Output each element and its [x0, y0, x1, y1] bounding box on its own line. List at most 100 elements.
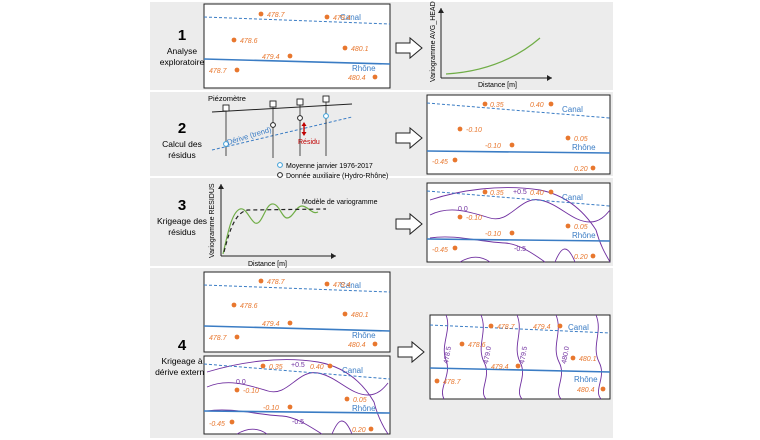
step-title-line: Krigeage des [157, 216, 207, 226]
legend-entry: Donnée auxiliaire (Hydro-Rhône) [286, 173, 388, 180]
step-4-title: 4 Krigeage à dérive externe [155, 337, 209, 377]
canal-label: Canal [340, 13, 361, 22]
model-label: Modèle de variogramme [302, 199, 378, 206]
residu-label: Résidu [298, 139, 320, 146]
residual-value: -0.10 [466, 127, 482, 134]
canal-label: Canal [568, 323, 589, 332]
residual-value: 0.05 [353, 397, 367, 404]
residual-value: 0.05 [574, 224, 588, 231]
variogram-xlabel: Distance [m] [248, 261, 287, 268]
residual-value: -0.10 [243, 388, 259, 395]
arrow-right-icon [395, 212, 423, 236]
canal-label: Canal [562, 193, 583, 202]
canal-label: Canal [562, 105, 583, 114]
residual-value: 0.35 [490, 190, 504, 197]
residual-value: -0.45 [432, 247, 448, 254]
contour-label: 0.0 [236, 379, 246, 386]
canal-label: Canal [342, 366, 363, 375]
head-value: 478.6 [240, 303, 258, 310]
head-value: 478.7 [267, 279, 286, 286]
residual-value: 0.40 [310, 364, 324, 371]
step-number: 1 [178, 27, 186, 44]
step-2-title: 2 Calcul des résidus [162, 120, 202, 160]
step-title-line: Krigeage à [161, 356, 202, 366]
contour-label: +0.5 [291, 362, 305, 369]
residual-value: 0.40 [530, 102, 544, 109]
map-residuals-step2: Canal Rhône 0.35 0.40 -0.10 0.05 -0.10 -… [426, 94, 611, 175]
residual-value: 0.40 [530, 190, 544, 197]
residual-value: -0.45 [432, 159, 448, 166]
contour-label: -0.5 [514, 246, 526, 253]
head-value: 479.4 [491, 364, 509, 371]
variogram-ylabel: Variogramme RESIDUS [209, 183, 216, 258]
rhone-label: Rhône [572, 231, 596, 240]
residual-value: 0.05 [574, 136, 588, 143]
head-value: 479.4 [333, 282, 351, 289]
head-value: 479.4 [533, 324, 551, 331]
contour-label: 479.0 [483, 346, 493, 365]
step-title-line: Analyse [167, 46, 198, 56]
rhone-label: Rhône [352, 64, 376, 73]
head-value: 478.7 [443, 379, 462, 386]
rhone-label: Rhône [572, 143, 596, 152]
canal-label: Canal [340, 281, 361, 290]
arrow-right-icon [395, 126, 423, 150]
step-title-line: Calcul des [162, 139, 202, 149]
head-value: 478.6 [240, 38, 258, 45]
residual-value: -0.10 [485, 231, 501, 238]
rhone-label: Rhône [352, 331, 376, 340]
arrow-right-icon [397, 340, 425, 364]
head-value: 479.4 [262, 54, 280, 61]
arrow-right-icon [395, 36, 423, 60]
rhone-label: Rhône [574, 375, 598, 384]
step-1-title: 1 Analyse exploratoire [160, 27, 205, 67]
residual-value: -0.45 [209, 421, 225, 428]
head-value: 479.4 [262, 321, 280, 328]
residual-value: 0.20 [574, 254, 588, 261]
rhone-label: Rhône [352, 404, 376, 413]
head-value: 478.7 [267, 12, 286, 19]
variogram-xlabel: Distance [m] [478, 82, 517, 89]
contour-label: 479.5 [519, 346, 529, 365]
contour-label: 478.5 [443, 346, 453, 365]
map-kriged-residuals-step4: Canal Rhône +0.5 0.0 -0.5 0.35 0.40 -0.1… [203, 355, 391, 435]
variogram-residus: Modèle de variogramme Variogramme RESIDU… [209, 183, 378, 268]
step-title-line: résidus [168, 150, 195, 160]
residual-value: 0.35 [490, 102, 504, 109]
residual-value: 0.20 [352, 427, 366, 434]
piezometre-label: Piézomètre [208, 94, 246, 103]
head-value: 480.4 [348, 342, 366, 349]
head-value: 480.1 [351, 312, 369, 319]
variogram-avg-head: Variogramme AVG_HEAD Distance [m] [430, 1, 552, 89]
head-value: 480.1 [351, 46, 369, 53]
step-3-title: 3 Krigeage des résidus [157, 197, 207, 237]
step-title-line: exploratoire [160, 57, 205, 67]
map-kriged-residuals-step3: Canal Rhône +0.5 0.0 -0.5 0.35 0.40 -0.1… [426, 182, 611, 263]
head-value: 479.4 [333, 15, 351, 22]
legend-entry: Moyenne janvier 1976-2017 [286, 163, 373, 170]
step-title-line: résidus [168, 227, 195, 237]
head-value: 478.7 [209, 68, 228, 75]
residual-value: -0.10 [466, 215, 482, 222]
residual-value: -0.10 [485, 143, 501, 150]
contour-label: 0.0 [458, 206, 468, 213]
map-heads-step4: Canal Rhône 478.7 479.4 478.6 480.1 479.… [203, 271, 391, 353]
residual-value: 0.20 [574, 166, 588, 173]
contour-label: 480.0 [561, 346, 571, 365]
head-value: 480.4 [348, 75, 366, 82]
contour-label: +0.5 [513, 189, 527, 196]
residual-value: 0.35 [269, 364, 283, 371]
map-final-heads: Canal Rhône 478.5 479.0 479.5 480.0 478.… [429, 314, 611, 400]
variogram-ylabel: Variogramme AVG_HEAD [430, 1, 437, 82]
step-number: 2 [178, 120, 186, 137]
contour-label: -0.5 [292, 419, 304, 426]
step-title-line: dérive externe [155, 367, 209, 377]
head-value: 478.7 [209, 335, 228, 342]
step-number: 3 [178, 197, 186, 214]
residual-value: -0.10 [263, 405, 279, 412]
step-number: 4 [178, 337, 187, 354]
head-value: 480.1 [579, 356, 597, 363]
head-value: 478.7 [497, 324, 516, 331]
head-value: 480.4 [577, 387, 595, 394]
